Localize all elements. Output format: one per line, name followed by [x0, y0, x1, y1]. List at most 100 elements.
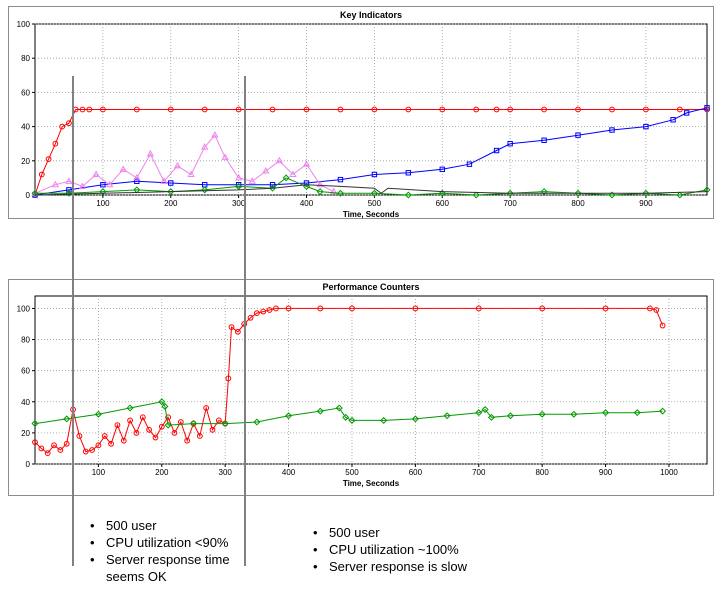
- data-point: [127, 417, 133, 424]
- data-point: [57, 447, 64, 453]
- data-point: [439, 106, 446, 113]
- data-point: [173, 161, 182, 169]
- series-line: [34, 307, 664, 454]
- data-point: [189, 420, 197, 428]
- data-point: [643, 123, 649, 130]
- data-point: [31, 420, 39, 428]
- data-point: [574, 189, 582, 197]
- x-tick-label: 200: [155, 468, 169, 477]
- data-point: [659, 322, 666, 329]
- data-point: [541, 137, 547, 143]
- data-point: [221, 420, 229, 428]
- data-point: [65, 189, 73, 197]
- data-point: [120, 437, 127, 444]
- data-point: [330, 187, 338, 195]
- series-4: [34, 184, 708, 196]
- data-point: [108, 440, 114, 447]
- plot-area: [34, 295, 708, 465]
- data-point: [126, 404, 134, 412]
- data-point: [66, 187, 72, 193]
- data-point: [171, 429, 178, 436]
- data-point: [507, 106, 514, 113]
- data-point: [411, 415, 419, 423]
- y-tick-label: 60: [21, 88, 30, 97]
- x-tick-label: 500: [345, 468, 359, 477]
- performance-counters-panel: Performance Counters 0 20 40 60 80 100 100 200 30…: [8, 279, 714, 496]
- x-tick-label: 300: [232, 199, 246, 208]
- data-point: [575, 132, 581, 138]
- data-point: [642, 189, 650, 197]
- data-point: [575, 106, 581, 113]
- y-tick-label: 100: [17, 20, 31, 29]
- data-point: [541, 106, 547, 113]
- data-point: [371, 171, 378, 178]
- data-point: [65, 177, 73, 184]
- data-point: [152, 434, 159, 441]
- data-point: [86, 106, 93, 113]
- performance-counters-chart: Performance Counters 0 20 40 60 80 100 100 200 30…: [17, 282, 708, 488]
- y-tick-label: 20: [21, 429, 30, 438]
- y-tick-label: 100: [17, 304, 31, 313]
- data-point: [609, 106, 615, 113]
- data-point: [187, 170, 195, 177]
- x-tick-label: 900: [599, 468, 613, 477]
- chart-title: Performance Counters: [322, 282, 419, 292]
- data-point: [95, 442, 102, 449]
- data-point: [342, 413, 350, 421]
- data-point: [349, 305, 355, 312]
- data-point: [316, 188, 324, 196]
- data-point: [670, 117, 676, 123]
- data-point: [493, 106, 500, 113]
- data-point: [266, 307, 273, 313]
- data-point: [647, 305, 653, 312]
- x-tick-label: 600: [409, 468, 423, 477]
- series-line: [35, 177, 708, 196]
- x-tick-label: 500: [368, 199, 382, 208]
- data-point: [253, 418, 261, 426]
- data-point: [133, 429, 140, 436]
- data-point: [160, 177, 168, 184]
- x-tick-label: 400: [282, 468, 296, 477]
- data-point: [31, 189, 39, 197]
- data-point: [44, 450, 51, 457]
- data-point: [282, 174, 290, 182]
- data-point: [704, 105, 710, 111]
- data-point: [316, 180, 324, 188]
- y-tick-label: 80: [21, 336, 30, 345]
- data-point: [221, 153, 229, 160]
- x-tick-label: 200: [164, 199, 178, 208]
- data-point: [228, 324, 235, 331]
- data-point: [32, 439, 38, 446]
- data-point: [336, 189, 344, 197]
- data-point: [285, 305, 292, 312]
- data-point: [443, 412, 451, 420]
- data-point: [146, 149, 155, 157]
- data-point: [439, 166, 445, 173]
- data-point: [317, 305, 324, 312]
- y-tick-label: 40: [21, 123, 30, 132]
- data-point: [203, 405, 210, 411]
- y-tick-label: 20: [21, 157, 30, 166]
- data-point: [539, 305, 546, 312]
- series-0: [32, 305, 666, 457]
- data-point: [167, 106, 174, 113]
- data-point: [316, 407, 324, 415]
- data-point: [38, 445, 45, 452]
- data-point: [683, 110, 690, 116]
- notes-right: 500 user CPU utilization ~100% Server re…: [307, 524, 507, 575]
- data-point: [101, 433, 108, 439]
- data-point: [146, 426, 153, 433]
- data-point: [472, 191, 480, 199]
- data-point: [337, 176, 344, 183]
- data-point: [493, 147, 500, 154]
- data-point: [211, 131, 219, 138]
- key-indicators-chart: Key Indicators 0 20 40 60 80 100 100 200 300 400 50…: [17, 10, 711, 219]
- data-point: [348, 416, 356, 424]
- x-tick-label: 800: [535, 468, 549, 477]
- data-point: [405, 170, 412, 176]
- data-point: [82, 448, 89, 455]
- data-point: [78, 182, 87, 189]
- data-point: [412, 305, 419, 312]
- data-point: [371, 106, 378, 113]
- note-right-item: CPU utilization ~100%: [307, 541, 507, 558]
